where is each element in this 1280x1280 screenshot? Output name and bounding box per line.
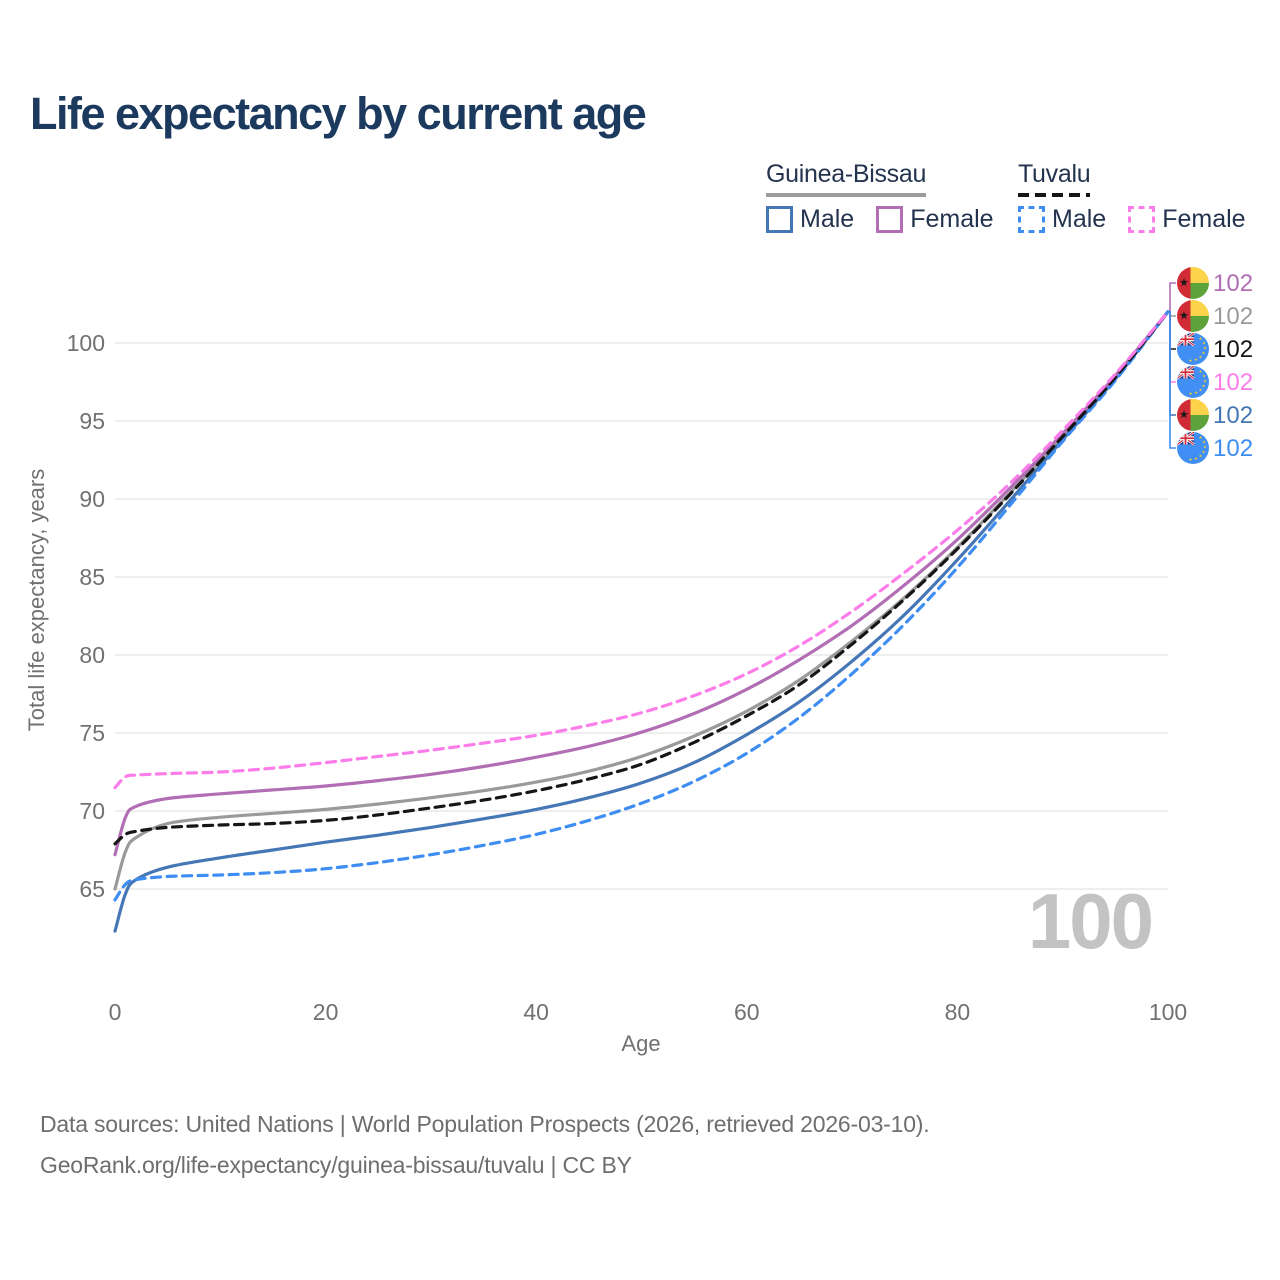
series-line-guinea-bissau-male[interactable]	[113, 310, 1170, 933]
legend-country-label: Guinea-Bissau	[766, 160, 927, 188]
legend-item-label: Male	[800, 205, 855, 233]
end-label-connector	[1167, 310, 1176, 449]
end-label-connector	[1167, 282, 1176, 313]
legend-checkbox-icon	[876, 206, 904, 233]
series-line-tuvalu-female[interactable]	[113, 310, 1170, 790]
end-label-connector	[1167, 310, 1176, 416]
series-line-tuvalu-total[interactable]	[113, 310, 1170, 846]
x-tick-label: 20	[313, 999, 339, 1025]
axis-labels: 65 70 75 80 85 90 95 100 0 20 40 60 80 100 Age Total li…	[24, 330, 1187, 1056]
legend-solid-line-swatch	[766, 193, 927, 197]
guinea-bissau-flag-icon	[1177, 300, 1209, 332]
legend-country-header-tuvalu: Tuvalu	[1018, 160, 1091, 197]
x-tick-label: 100	[1149, 999, 1187, 1025]
y-tick-label: 100	[67, 330, 105, 356]
guinea-bissau-flag-icon	[1177, 399, 1209, 431]
watermark: 100	[1028, 877, 1154, 965]
gridlines	[115, 342, 1168, 890]
series-line-guinea-bissau-female[interactable]	[113, 310, 1170, 857]
tuvalu-flag-icon	[1177, 366, 1209, 398]
legend-country-label: Tuvalu	[1018, 160, 1091, 188]
legend-country-header-guinea-bissau: Guinea-Bissau	[766, 160, 926, 197]
guinea-bissau-flag-icon	[1177, 267, 1209, 299]
legend-dashed-line-swatch	[1018, 193, 1091, 197]
legend-item-tuvalu-female[interactable]: Female	[1128, 205, 1246, 234]
watermark-text: 100	[1028, 877, 1152, 965]
y-tick-label: 70	[79, 798, 105, 824]
legend-item-tuvalu-male[interactable]: Male	[1018, 205, 1106, 234]
y-tick-label: 65	[79, 876, 105, 902]
end-labels: 102 102 102 102 102 102	[1167, 267, 1253, 464]
legend-item-guinea-bissau-male[interactable]: Male	[766, 205, 854, 234]
footer: Data sources: United Nations | World Pop…	[40, 1104, 930, 1186]
y-tick-label: 75	[79, 720, 105, 746]
legend-item-guinea-bissau-female[interactable]: Female	[876, 205, 994, 234]
end-value-label-tuvalu-female: 102	[1213, 369, 1253, 396]
end-value-label-tuvalu-total: 102	[1213, 336, 1253, 363]
y-tick-label: 95	[79, 408, 105, 434]
y-axis-title: Total life expectancy, years	[24, 469, 49, 732]
legend-group-tuvalu: Tuvalu Male Female	[1018, 160, 1246, 234]
series-line-tuvalu-male[interactable]	[113, 310, 1170, 902]
y-tick-label: 80	[79, 642, 105, 668]
series-lines	[113, 310, 1170, 933]
footer-attribution: Data sources: United Nations | World Pop…	[40, 1111, 930, 1137]
end-value-label-guinea-bissau-female: 102	[1213, 270, 1253, 297]
legend-group-guinea-bissau: Guinea-Bissau Male Female	[766, 160, 994, 234]
legend: Guinea-Bissau Male Female Tuvalu	[0, 160, 1280, 250]
x-tick-label: 60	[734, 999, 760, 1025]
legend-checkbox-icon	[1128, 206, 1156, 233]
legend-item-label: Female	[1162, 205, 1246, 233]
x-tick-label: 40	[523, 999, 549, 1025]
legend-item-label: Female	[910, 205, 994, 233]
end-label-connector	[1167, 310, 1176, 383]
series-line-guinea-bissau-total[interactable]	[113, 310, 1170, 891]
tuvalu-flag-icon	[1177, 432, 1209, 464]
end-value-label-tuvalu-male: 102	[1213, 435, 1253, 462]
tuvalu-flag-icon	[1177, 333, 1209, 365]
end-value-label-guinea-bissau-male: 102	[1213, 402, 1253, 429]
x-tick-label: 0	[109, 999, 122, 1025]
end-label-connector	[1167, 310, 1176, 350]
y-tick-label: 85	[79, 564, 105, 590]
legend-item-label: Male	[1052, 205, 1107, 233]
legend-checkbox-icon	[766, 206, 793, 233]
page-title: Life expectancy by current age	[30, 88, 647, 139]
x-axis-title: Age	[621, 1031, 660, 1056]
end-value-label-guinea-bissau-total: 102	[1213, 303, 1253, 330]
y-tick-label: 90	[79, 486, 105, 512]
legend-checkbox-icon	[1018, 206, 1045, 233]
x-tick-label: 80	[945, 999, 971, 1025]
footer-link-line: GeoRank.org/life-expectancy/guinea-bissa…	[40, 1152, 632, 1178]
